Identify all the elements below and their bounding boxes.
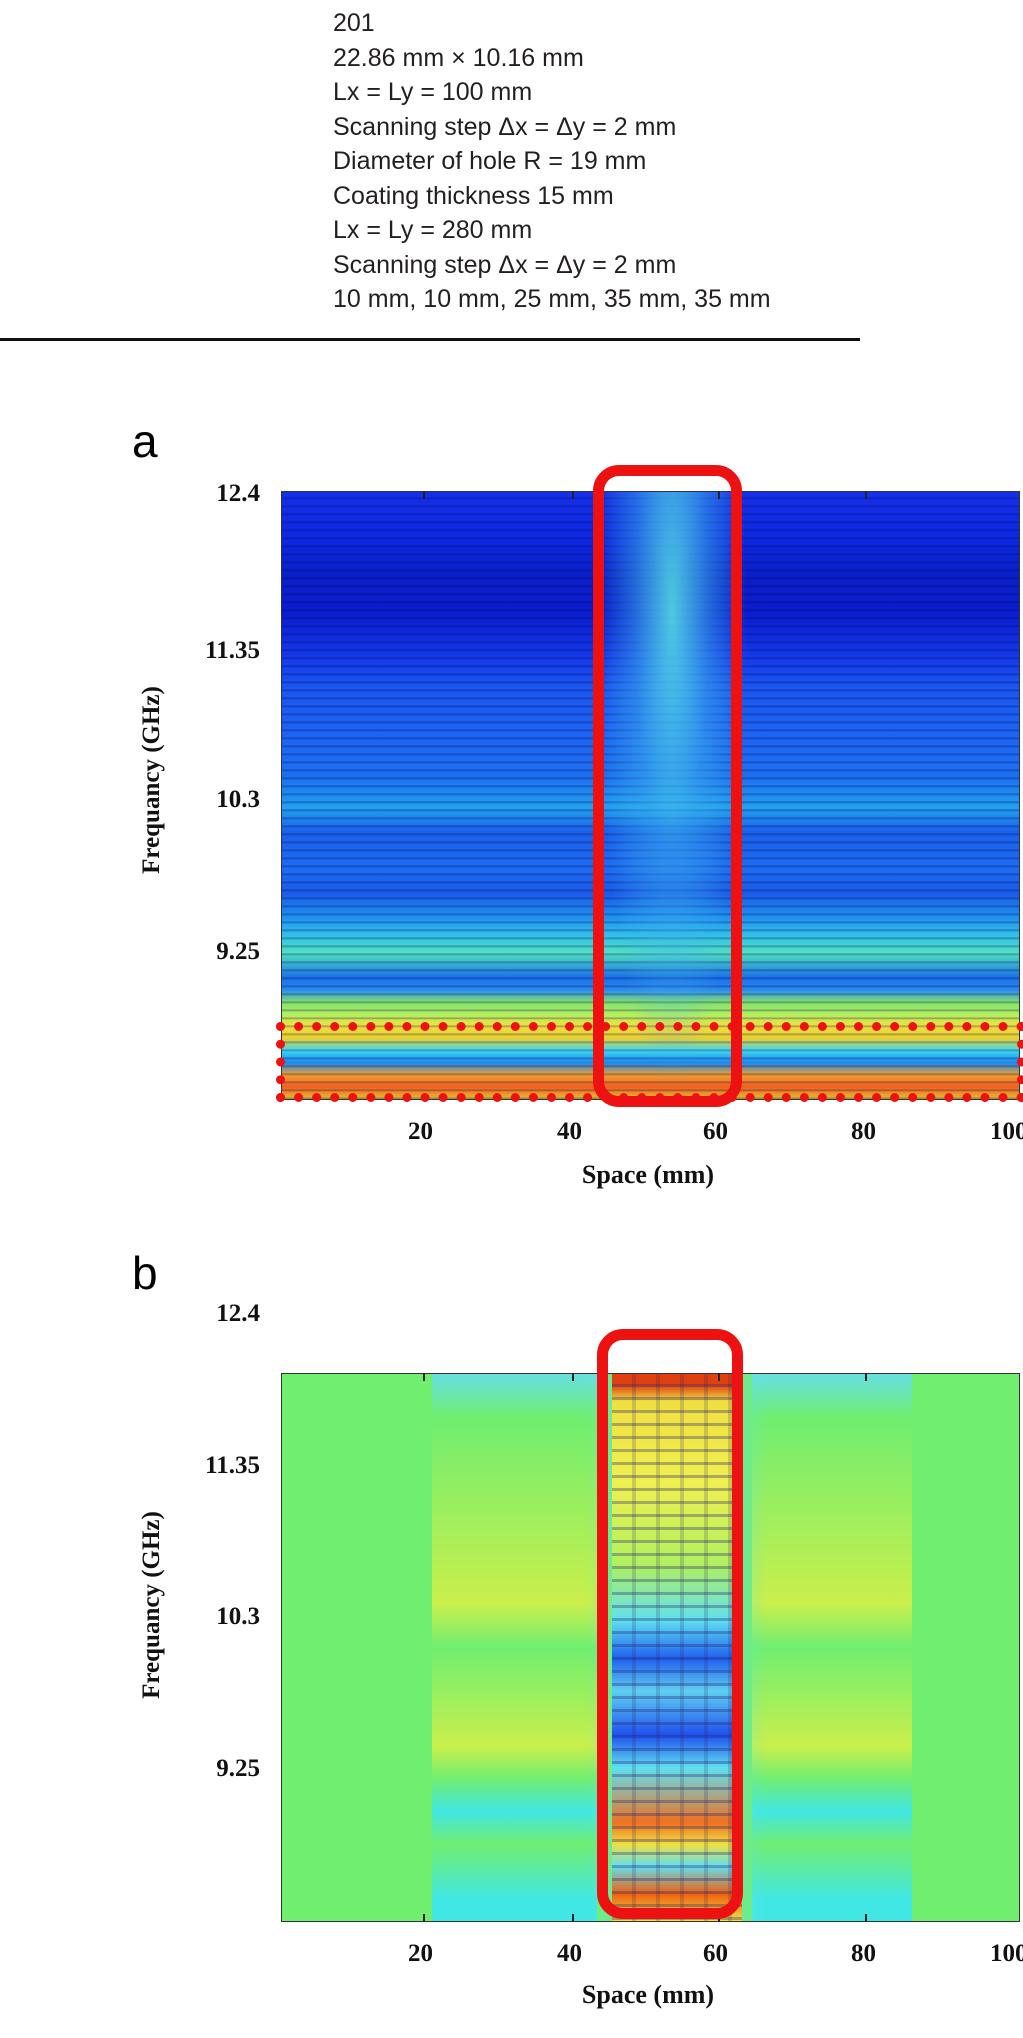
x-tick-mark [865,1914,867,1922]
x-tick-label: 20 [408,1940,433,1967]
red-highlight-hole-column-b [597,1329,743,1919]
y-axis-title: Frequancy (GHz) [138,1511,165,1699]
y-tick-label: 9.25 [216,1755,260,1782]
x-tick-mark [572,1373,574,1381]
x-tick-label: 100 [990,1118,1023,1145]
y-tick-label: 12.4 [216,480,260,507]
table-line: Diameter of hole R = 19 mm [333,147,647,175]
x-tick-mark [423,1914,425,1922]
y-tick-label: 9.25 [216,938,260,965]
table-line: 22.86 mm × 10.16 mm [333,43,584,72]
hole-signal-region [612,1374,742,1921]
side-lobe-right [752,1374,912,1921]
y-tick-label: 11.35 [205,1452,260,1479]
x-tick-mark [572,491,574,499]
hole-signal-region [597,492,747,1092]
table-line: 10 mm, 10 mm, 25 mm, 35 mm, 35 mm [333,285,771,313]
table-line: 201 [333,9,375,37]
parameter-table-fragment: 201 22.86 mm × 10.16 mm Lx = Ly = 100 mm… [333,6,771,317]
side-lobe-left [432,1374,597,1921]
table-line: Lx = Ly = 100 mm [333,78,533,106]
x-tick-label: 20 [408,1118,433,1145]
x-tick-label: 40 [557,1940,582,1967]
x-tick-mark [865,1373,867,1381]
x-tick-mark [718,491,720,499]
x-tick-mark [423,1373,425,1381]
panel-label-b: b [132,1247,158,1299]
y-tick-label: 11.35 [205,637,260,664]
table-line: Scanning step Δx = Δy = 2 mm [333,250,677,279]
table-bottom-rule [0,338,860,341]
y-tick-label: 12.4 [216,1300,260,1327]
x-axis-title: Space (mm) [581,1980,715,2009]
table-line: Lx = Ly = 280 mm [333,216,533,244]
red-highlight-hole-column-a [593,465,742,1107]
x-tick-mark [718,1373,720,1381]
table-line: Coating thickness 15 mm [333,181,614,210]
x-tick-mark [423,491,425,499]
y-tick-label: 10.3 [216,786,260,813]
x-tick-mark [865,491,867,499]
x-tick-label: 80 [851,1118,876,1145]
x-tick-label: 100 [990,1940,1023,1967]
x-tick-label: 40 [557,1118,582,1145]
heatmap-plot-a [281,491,1020,1100]
x-tick-label: 60 [703,1118,728,1145]
x-tick-label: 60 [703,1940,728,1967]
x-tick-label: 80 [851,1940,876,1967]
x-tick-mark [572,1914,574,1922]
panel-label-a: a [132,415,158,467]
table-line: Scanning step Δx = Δy = 2 mm [333,112,677,141]
x-axis-title: Space (mm) [581,1160,715,1189]
y-axis-title: Frequancy (GHz) [138,686,165,874]
y-tick-label: 10.3 [216,1603,260,1630]
